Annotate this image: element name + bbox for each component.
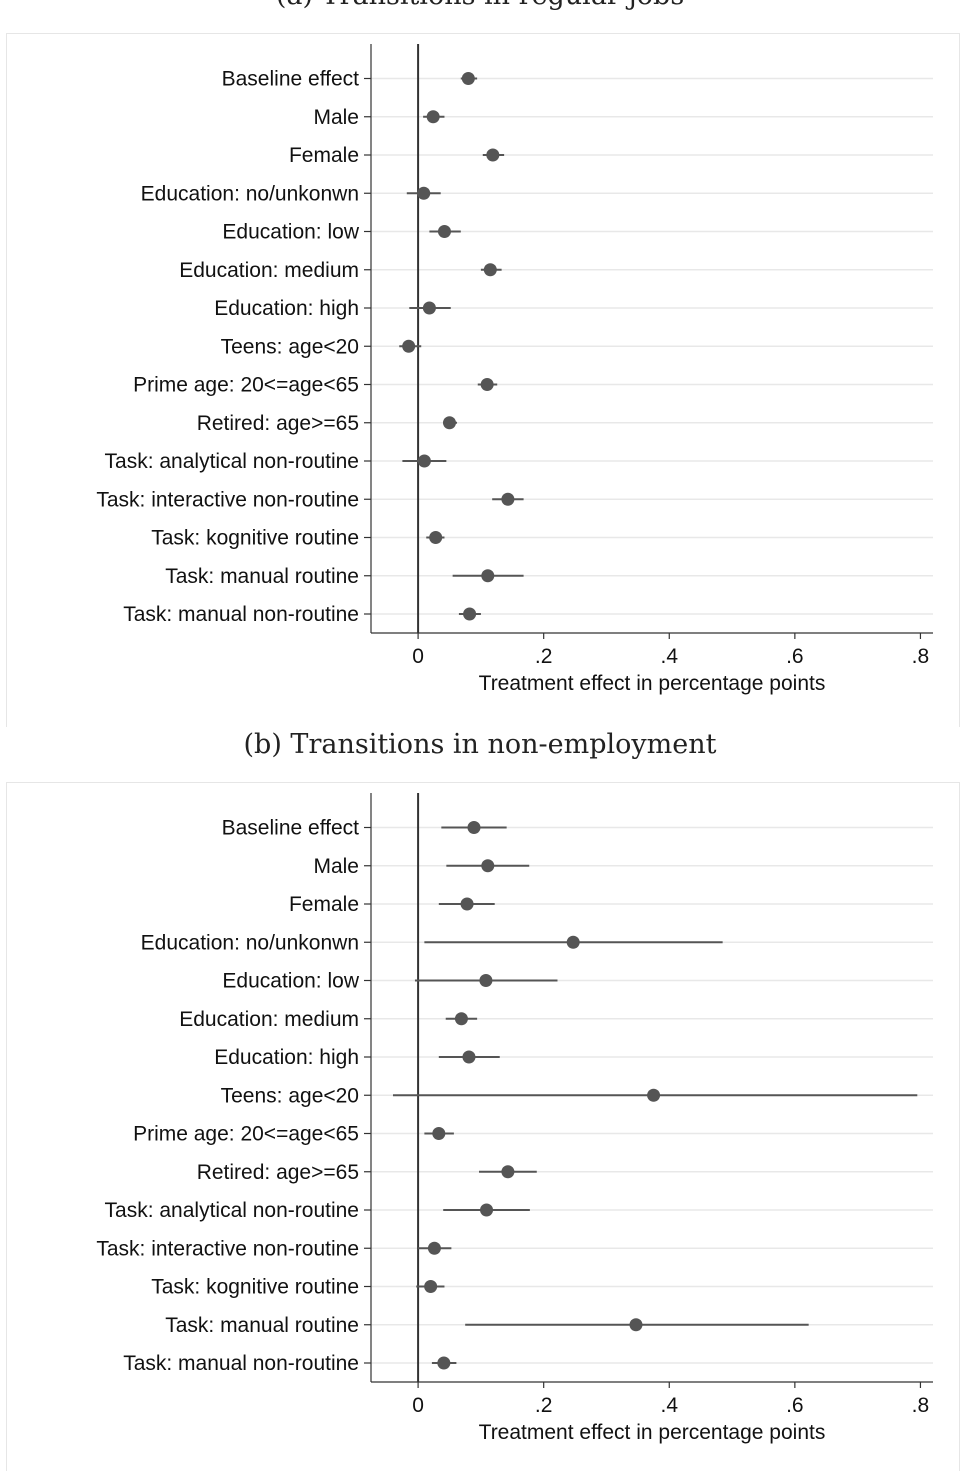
panel-a-category-label: Education: low: [222, 221, 359, 244]
panel-b-category-label: Task: interactive non-routine: [96, 1237, 359, 1260]
panel-a-category-label: Task: analytical non-routine: [105, 450, 359, 473]
panel-a-category-label: Education: high: [214, 297, 359, 320]
panel-a-category-label: Teens: age<20: [221, 335, 359, 358]
panel-a-category-label: Education: medium: [179, 259, 359, 282]
panel-b-estimate-point: [629, 1318, 643, 1332]
panel-a-estimate-point: [481, 569, 495, 583]
panel-b-estimate-point: [480, 1203, 494, 1217]
panel-b-category-label: Education: low: [222, 970, 359, 993]
panel-b-x-tick-label: .2: [535, 1394, 553, 1417]
panel-b-category-label: Retired: age>=65: [197, 1161, 359, 1184]
panel-b-category-label: Teens: age<20: [221, 1084, 359, 1107]
panel-b: 0 .2 .4 .6 .8 Treatment effect in percentage …: [6, 782, 960, 1471]
panel-a-category-label: Prime age: 20<=age<65: [133, 374, 359, 397]
panel-a-category-label: Task: kognitive routine: [151, 527, 359, 550]
panel-a-x-tick-label: .4: [661, 645, 679, 668]
panel-b-x-tick-label: .8: [912, 1394, 930, 1417]
panel-a-x-tick-label: .8: [912, 645, 930, 668]
panel-b-category-label: Task: manual non-routine: [123, 1352, 359, 1375]
panel-b-category-label: Education: medium: [179, 1008, 359, 1031]
panel-a-category-label: Female: [289, 144, 359, 167]
panel-a-category-label: Baseline effect: [222, 68, 360, 91]
panel-b-category-label: Female: [289, 893, 359, 916]
panel-b-category-label: Prime age: 20<=age<65: [133, 1123, 359, 1146]
panel-b-category-label: Education: high: [214, 1046, 359, 1069]
panel-a-estimate-point: [480, 378, 494, 391]
panel-a-caption: (a) Transitions in regular jobs: [0, 0, 960, 11]
panel-b-estimate-point: [427, 1241, 441, 1255]
panel-b-caption: (b) Transitions in non-employment: [243, 729, 717, 760]
panel-b-estimate-point: [467, 821, 481, 834]
panel-b-estimate-point: [437, 1356, 451, 1370]
panel-a-category-label: Retired: age>=65: [197, 412, 359, 435]
panel-b-category-label: Task: analytical non-routine: [105, 1199, 359, 1222]
panel-b-estimate-point: [460, 897, 474, 911]
panel-b-category-label: Education: no/unkonwn: [141, 931, 359, 954]
panel-b-category-label: Male: [313, 855, 359, 878]
panel-a-category-label: Male: [313, 106, 359, 129]
panel-a-estimate-point: [426, 110, 440, 124]
panel-b-x-tick-label: .6: [786, 1394, 804, 1417]
panel-b-estimate-point: [462, 1050, 476, 1064]
panel-a-estimate-point: [422, 301, 436, 315]
panel-b-estimate-point: [424, 1280, 438, 1293]
panel-b-estimate-point: [566, 935, 580, 949]
panel-b-category-label: Task: kognitive routine: [151, 1276, 359, 1299]
panel-b-estimate-point: [647, 1088, 661, 1102]
chart-a: 0 .2 .4 .6 .8 Treatment effect in percentage …: [96, 44, 933, 695]
panel-a-x-tick-label: .6: [786, 645, 804, 668]
panel-a-estimate-point: [402, 339, 416, 353]
panel-a-estimate-point: [417, 186, 431, 200]
panel-b-estimate-point: [481, 859, 495, 873]
panel-b-category-label: Task: manual routine: [165, 1314, 359, 1337]
panel-a: 0 .2 .4 .6 .8 Treatment effect in percentage …: [6, 33, 960, 727]
panel-a-category-label: Education: no/unkonwn: [141, 182, 359, 205]
panel-a-category-label: Task: interactive non-routine: [96, 488, 359, 511]
panel-b-x-tick-label: 0: [412, 1394, 424, 1417]
panel-b-x-axis-title: Treatment effect in percentage points: [479, 1421, 826, 1444]
panel-b-estimate-point: [454, 1012, 468, 1026]
chart-b: 0 .2 .4 .6 .8 Treatment effect in percentage …: [96, 793, 933, 1444]
panel-a-estimate-point: [442, 416, 456, 430]
panel-a-estimate-point: [486, 148, 500, 162]
panel-a-category-label: Task: manual non-routine: [123, 603, 359, 626]
panel-b-estimate-point: [432, 1127, 446, 1140]
panel-a-x-axis-title: Treatment effect in percentage points: [479, 672, 826, 695]
panel-b-estimate-point: [501, 1165, 515, 1179]
panel-a-estimate-point: [501, 492, 515, 506]
panel-a-x-tick-label: .2: [535, 645, 553, 668]
panel-a-estimate-point: [463, 607, 477, 621]
panel-a-estimate-point: [429, 531, 443, 544]
panel-a-estimate-point: [417, 454, 431, 468]
panel-a-x-tick-label: 0: [412, 645, 424, 668]
panel-b-category-label: Baseline effect: [222, 817, 360, 840]
panel-a-estimate-point: [461, 72, 475, 85]
panel-b-estimate-point: [479, 974, 493, 987]
panel-a-estimate-point: [483, 263, 497, 277]
panel-a-estimate-point: [437, 225, 451, 238]
panel-a-category-label: Task: manual routine: [165, 565, 359, 588]
panel-b-x-tick-label: .4: [661, 1394, 679, 1417]
